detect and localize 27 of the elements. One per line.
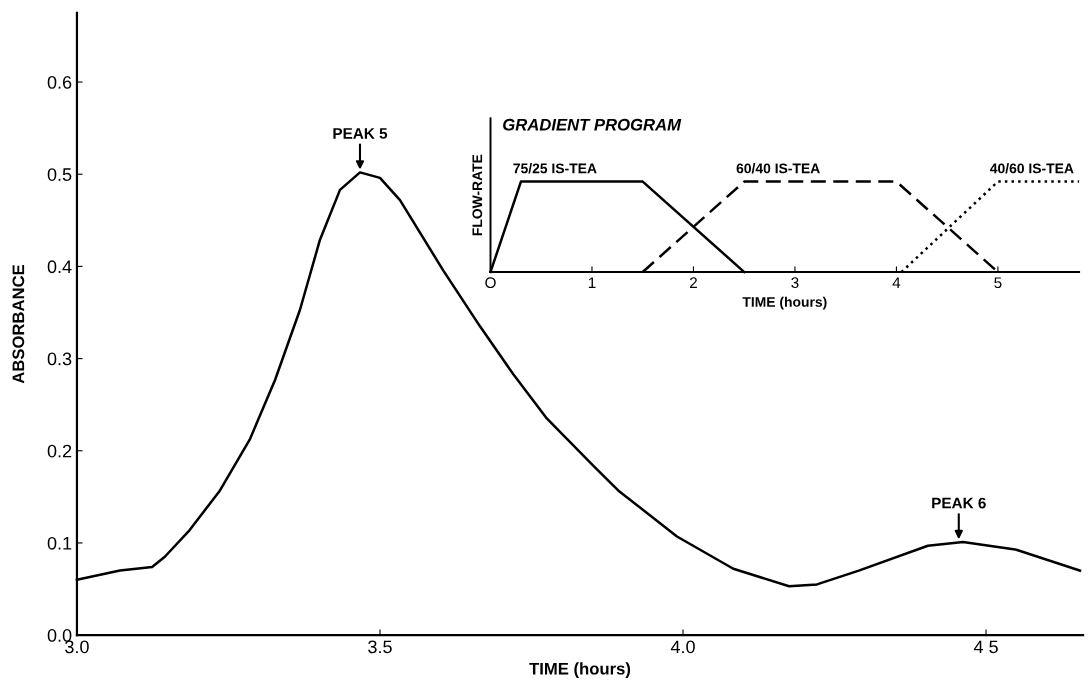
y-tick-label: 0.6 (47, 75, 72, 89)
x-tick-label: 3.0 (65, 640, 89, 654)
y-tick-label: 0.1 (47, 536, 72, 550)
x-tick-label: 4.0 (670, 640, 695, 654)
x-tick-label: 5 (994, 277, 1002, 289)
y-axis-title: ABSORBANCE (12, 264, 25, 384)
x-tick-label: 1 (588, 277, 596, 288)
series-label: 75/25 IS-TEA (513, 163, 597, 174)
x-axis-title: TIME (hours) (529, 662, 631, 678)
series-label: 40/60 IS-TEA (990, 163, 1074, 174)
y-tick-label: 0.2 (47, 444, 72, 458)
x-tick-label: 4 5 (973, 640, 998, 654)
y-tick-label: 0.0 (47, 629, 72, 642)
x-tick-label: 3 (791, 277, 799, 289)
x-tick-label: 4 (892, 277, 901, 288)
y-axis-title: FLOW-RATE (472, 154, 483, 236)
series-label: 60/40 IS-TEA (736, 163, 820, 174)
y-tick-label: 0.3 (47, 352, 72, 366)
y-tick-label: 0.4 (47, 260, 72, 274)
x-tick-label: O (485, 277, 496, 289)
y-tick-label: 0.5 (47, 168, 72, 181)
chart-title: GRADIENT PROGRAM (503, 118, 682, 131)
annotation: PEAK 5 (333, 128, 388, 139)
x-tick-label: 3.5 (368, 640, 392, 654)
x-axis-title: TIME (hours) (742, 296, 827, 310)
annotation: PEAK 6 (932, 497, 986, 509)
x-tick-label: 2 (689, 277, 697, 288)
